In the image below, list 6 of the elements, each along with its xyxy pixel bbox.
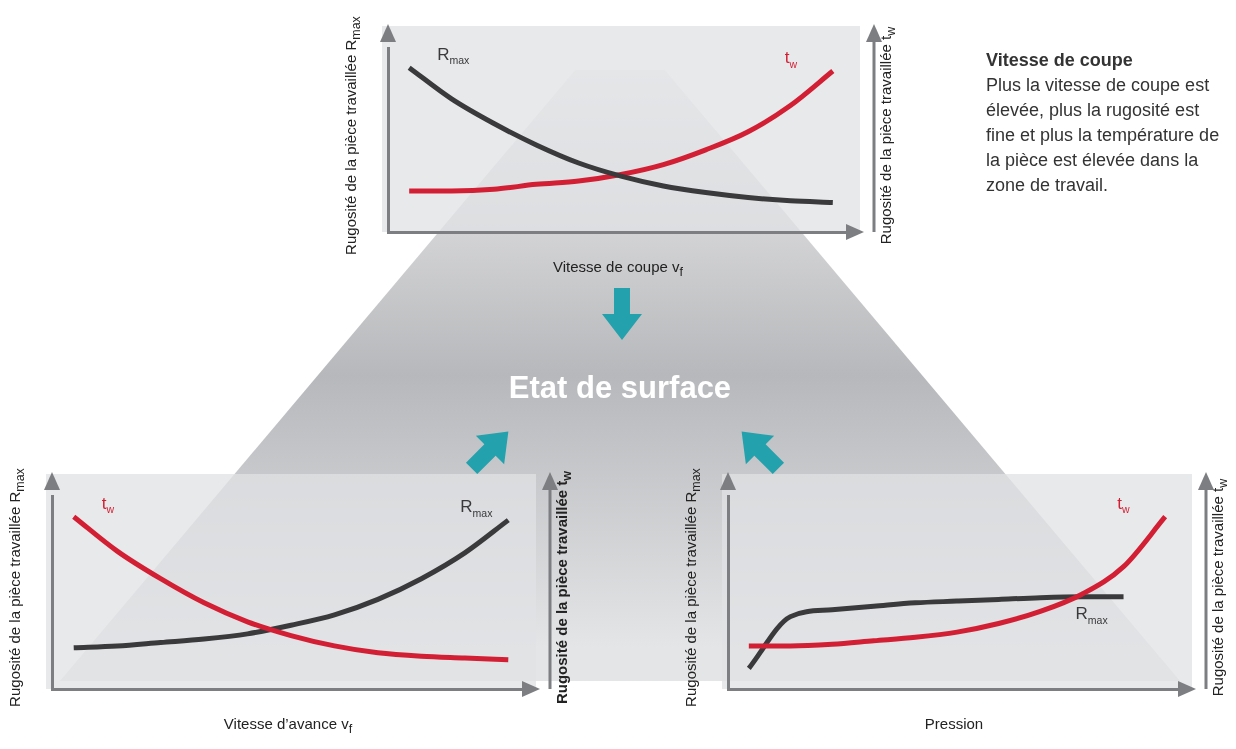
x-axis-title: Pression: [923, 715, 985, 732]
text: Vitesse de coupe: [986, 49, 1134, 72]
text: Etat de surface: [508, 370, 732, 405]
x-axis-title: Vitesse d’avance v$_{f}$: [222, 715, 354, 736]
x-axis-title: Vitesse de coupe v$_{f}$: [552, 258, 684, 279]
text: Plus la vitesse de coupe est élevée, plus la rugosité est fine et plus la température de la pièce est élevée dans la zone de travail.: [986, 74, 1221, 197]
